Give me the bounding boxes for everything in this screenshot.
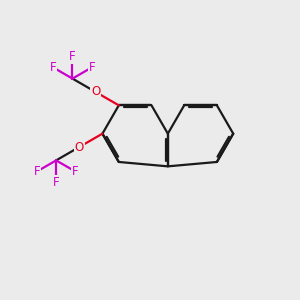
- Text: O: O: [75, 140, 84, 154]
- Text: F: F: [72, 165, 79, 178]
- Text: F: F: [34, 165, 40, 178]
- Text: F: F: [88, 61, 95, 74]
- Text: F: F: [50, 61, 56, 74]
- Text: F: F: [69, 50, 76, 63]
- Text: F: F: [53, 176, 59, 189]
- Text: O: O: [91, 85, 100, 98]
